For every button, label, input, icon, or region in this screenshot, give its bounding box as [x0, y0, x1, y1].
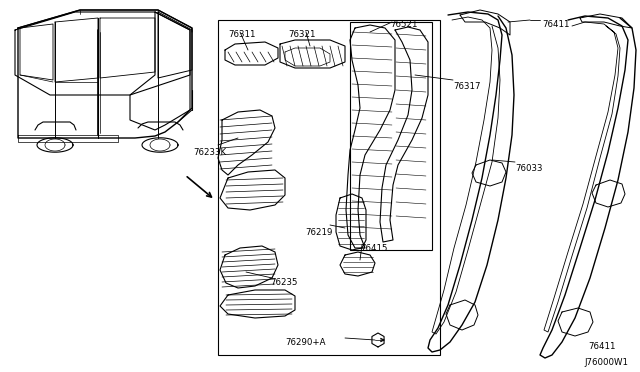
Text: 76411: 76411 [542, 20, 570, 29]
Text: 76290+A: 76290+A [285, 338, 326, 347]
Text: 76219: 76219 [305, 228, 332, 237]
Text: 76411: 76411 [588, 342, 616, 351]
Text: 76317: 76317 [453, 82, 481, 91]
Bar [218, 20, 440, 355]
Text: J76000W1: J76000W1 [584, 358, 628, 367]
Text: 76235: 76235 [270, 278, 298, 287]
Text: 76521: 76521 [390, 20, 417, 29]
Text: 76033: 76033 [515, 164, 543, 173]
Bar [350, 22, 432, 250]
Text: 76415: 76415 [360, 244, 387, 253]
Text: 76311: 76311 [228, 30, 255, 39]
Text: 76233K: 76233K [193, 148, 226, 157]
Text: 76321: 76321 [288, 30, 316, 39]
